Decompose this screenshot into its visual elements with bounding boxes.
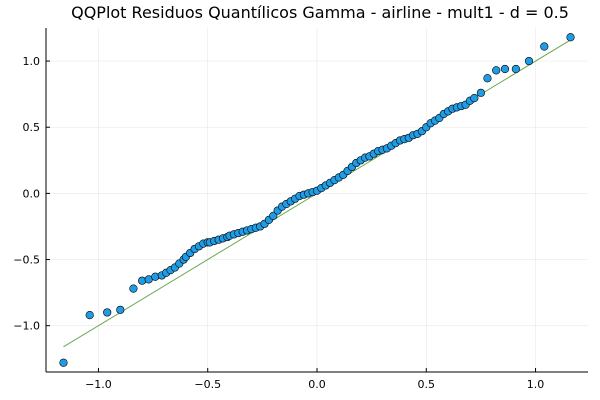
y-tick-label: −1.0 [13,320,40,333]
x-tick-label: 0.5 [418,378,436,391]
data-point [129,284,138,293]
data-point [59,358,68,367]
data-point [138,276,147,285]
data-point [500,64,510,74]
data-point [103,308,112,317]
data-point [511,64,520,74]
data-point [540,42,549,51]
x-tick-label: −1.0 [85,378,112,391]
x-tick-label: 0.0 [308,378,326,391]
data-point [151,272,160,281]
axes: −1.0 −0.5 0.0 0.5 1.0 −1.0 −0.5 0.0 0.5 1.0 [13,28,588,391]
y-tick-label: 0.5 [23,121,41,134]
x-tick-label: 1.0 [527,378,545,391]
data-point [470,94,479,103]
y-tick-label: −0.5 [13,254,40,267]
chart-title: QQPlot Residuos Quantílicos Gamma - airl… [71,3,569,22]
x-tick-label: −0.5 [194,378,221,391]
data-point [566,33,575,42]
data-point [483,74,492,83]
data-point [524,56,534,66]
data-point [116,305,125,314]
data-point [492,66,501,75]
data-point [476,88,486,97]
data-point [269,211,278,220]
y-tick-label: 1.0 [23,55,41,68]
data-point [85,311,94,320]
y-tick-label: 0.0 [23,187,41,200]
grid-lines [46,28,588,372]
data-points [59,33,575,367]
